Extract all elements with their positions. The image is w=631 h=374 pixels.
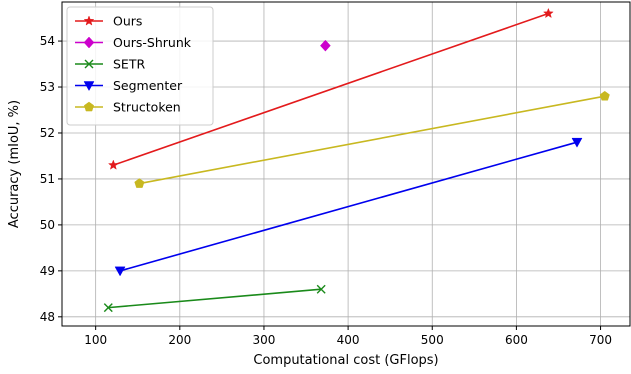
x-tick-label: 300 (253, 333, 276, 347)
x-tick-label: 400 (337, 333, 360, 347)
series-layer (103, 7, 610, 313)
legend: Ours Ours-Shrunk SETR Segmenter Structoken (66, 6, 214, 126)
x-axis-label: Computational cost (GFlops) (253, 353, 438, 368)
legend-label-ours-shrunk: Ours-Shrunk (113, 35, 192, 50)
series-ours (107, 7, 554, 170)
data-point-structoken (134, 178, 145, 188)
y-tick-label: 50 (40, 218, 55, 232)
data-point-setr (103, 303, 113, 313)
legend-item-setr: SETR (75, 57, 145, 72)
x-tick-label: 200 (168, 333, 191, 347)
legend-label-ours: Ours (113, 14, 142, 29)
legend-label-structoken: Structoken (113, 100, 181, 115)
legend-item-ours-shrunk: Ours-Shrunk (75, 35, 192, 50)
x-tick-label: 500 (421, 333, 444, 347)
y-tick-label: 53 (40, 80, 55, 94)
data-point-structoken (599, 90, 610, 101)
series-line-segmenter (119, 141, 578, 272)
series-line-setr (108, 288, 322, 309)
series-ours-shrunk (320, 39, 331, 52)
legend-marker-setr (84, 59, 94, 69)
grid (62, 2, 630, 326)
y-tick-label: 52 (40, 126, 55, 140)
x-marker-stroke (316, 284, 326, 294)
y-tick-label: 51 (40, 172, 55, 186)
y-tick-label: 49 (40, 264, 55, 278)
ticks: 100 200 300 400 500 600 700 48 49 50 51 52 53 54 (40, 34, 612, 347)
y-tick-label: 48 (40, 310, 55, 324)
legend-label-segmenter: Segmenter (113, 78, 183, 93)
y-tick-label: 54 (40, 34, 55, 48)
legend-marker-segmenter (83, 81, 95, 92)
x-tick-label: 700 (589, 333, 612, 347)
x-marker-stroke (84, 59, 94, 69)
y-axis-label: Accuracy (mIoU, %) (7, 100, 22, 228)
series-segmenter (114, 137, 583, 277)
data-point-segmenter (571, 137, 583, 148)
series-line-ours (113, 12, 549, 166)
x-tick-label: 600 (505, 333, 528, 347)
x-marker-stroke (103, 303, 113, 313)
legend-marker-ours-shrunk (83, 36, 95, 49)
data-point-ours-shrunk (320, 39, 331, 52)
legend-item-segmenter: Segmenter (75, 78, 183, 93)
data-point-segmenter (114, 266, 126, 277)
data-point-ours (107, 159, 119, 170)
data-point-setr (316, 284, 326, 294)
legend-item-ours: Ours (75, 14, 142, 29)
data-point-ours (542, 7, 554, 19)
legend-marker-structoken (83, 101, 95, 112)
legend-marker-ours (83, 15, 95, 26)
series-line-structoken (139, 95, 605, 185)
plot-frame (61, 1, 631, 327)
x-tick-label: 100 (84, 333, 107, 347)
series-setr (103, 284, 326, 313)
legend-item-structoken: Structoken (75, 100, 181, 115)
legend-box (66, 6, 214, 126)
legend-label-setr: SETR (113, 57, 145, 72)
series-structoken (134, 90, 610, 188)
